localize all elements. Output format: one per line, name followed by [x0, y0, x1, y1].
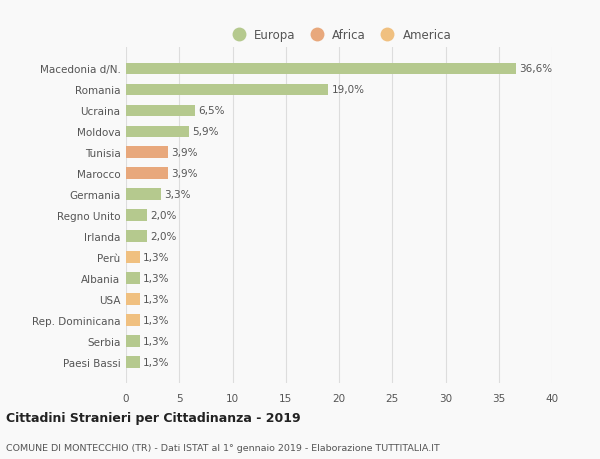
Bar: [126, 357, 140, 368]
Bar: [126, 336, 140, 347]
Text: 36,6%: 36,6%: [519, 64, 552, 74]
Bar: [126, 84, 328, 96]
Text: 6,5%: 6,5%: [199, 106, 225, 116]
Bar: [126, 273, 140, 284]
Bar: [126, 147, 167, 159]
Text: Cittadini Stranieri per Cittadinanza - 2019: Cittadini Stranieri per Cittadinanza - 2…: [6, 412, 301, 425]
Text: 1,3%: 1,3%: [143, 274, 170, 284]
Bar: [126, 168, 167, 179]
Text: COMUNE DI MONTECCHIO (TR) - Dati ISTAT al 1° gennaio 2019 - Elaborazione TUTTITA: COMUNE DI MONTECCHIO (TR) - Dati ISTAT a…: [6, 443, 440, 452]
Text: 3,3%: 3,3%: [164, 190, 191, 200]
Bar: [126, 252, 140, 263]
Text: 2,0%: 2,0%: [151, 211, 177, 221]
Text: 1,3%: 1,3%: [143, 315, 170, 325]
Bar: [126, 126, 189, 138]
Text: 1,3%: 1,3%: [143, 295, 170, 304]
Bar: [126, 63, 516, 75]
Text: 5,9%: 5,9%: [192, 127, 218, 137]
Bar: [126, 189, 161, 201]
Text: 1,3%: 1,3%: [143, 336, 170, 347]
Text: 3,9%: 3,9%: [171, 148, 197, 158]
Text: 19,0%: 19,0%: [332, 85, 365, 95]
Bar: [126, 294, 140, 305]
Text: 3,9%: 3,9%: [171, 169, 197, 179]
Bar: [126, 315, 140, 326]
Bar: [126, 231, 148, 242]
Text: 2,0%: 2,0%: [151, 232, 177, 241]
Legend: Europa, Africa, America: Europa, Africa, America: [222, 24, 456, 46]
Text: 1,3%: 1,3%: [143, 252, 170, 263]
Bar: [126, 105, 195, 117]
Text: 1,3%: 1,3%: [143, 357, 170, 367]
Bar: [126, 210, 148, 222]
